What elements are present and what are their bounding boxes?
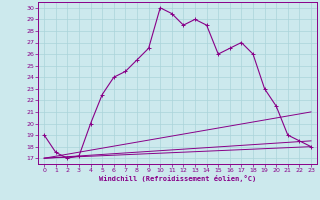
X-axis label: Windchill (Refroidissement éolien,°C): Windchill (Refroidissement éolien,°C) [99,175,256,182]
